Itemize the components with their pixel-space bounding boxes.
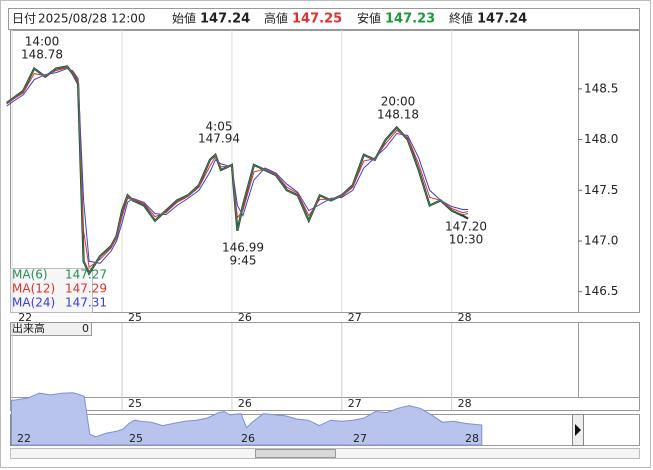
y-tick-label: 148.0 [584, 132, 618, 146]
y-tick-label: 147.5 [584, 183, 618, 197]
ma-line [6, 65, 469, 275]
annotation: 10:30 [449, 233, 484, 247]
annotation: 148.78 [21, 48, 63, 62]
annotation: 4:05 [206, 120, 233, 134]
volume-label-box [10, 322, 92, 336]
y-tick-label: 147.0 [584, 233, 618, 247]
scroll-thumb[interactable] [255, 449, 336, 458]
x-tick-label: 22 [18, 311, 32, 324]
nav-tick-label: 26 [241, 432, 255, 445]
legend-value: 147.27 [65, 268, 107, 282]
legend-box [10, 268, 93, 313]
nav-tick-label: 28 [465, 432, 479, 445]
time-axis [10, 397, 640, 411]
nav-tick-label: 27 [353, 432, 367, 445]
x-tick-label: 26 [238, 311, 252, 324]
volume-value: 0 [82, 322, 89, 335]
nav-right-arrow [575, 424, 581, 436]
annotation: 146.99 [222, 241, 264, 255]
x-tick-label: 28 [458, 311, 472, 324]
header-box [8, 8, 640, 30]
plot-area [10, 30, 579, 313]
low-label: 安値 [357, 11, 381, 26]
legend-name: MA(24) [12, 296, 55, 310]
low: 147.23 [385, 12, 435, 27]
legend-name: MA(6) [12, 268, 48, 282]
annotation: 148.18 [377, 108, 419, 122]
high: 147.25 [292, 12, 342, 27]
nav-tick-label: 25 [129, 432, 143, 445]
volume-area [10, 322, 579, 398]
legend-name: MA(12) [12, 282, 55, 296]
nav-tick-label: 22 [17, 432, 31, 445]
x-tick-label: 26 [238, 397, 252, 410]
close: 147.24 [477, 12, 527, 27]
annotation: 9:45 [230, 254, 257, 268]
x-tick-label: 28 [458, 397, 472, 410]
annotation: 147.94 [198, 132, 240, 146]
navigator-area [10, 392, 483, 446]
close-label: 終値 [449, 11, 473, 26]
x-tick-label: 25 [128, 311, 142, 324]
volume-label: 出来高 [12, 321, 45, 335]
annotation: 14:00 [25, 35, 60, 49]
x-tick-label: 27 [348, 311, 362, 324]
date: 2025/08/28 12:00 [38, 12, 146, 26]
price-axis [578, 30, 640, 313]
y-tick-label: 146.5 [584, 284, 618, 298]
y-tick-label: 148.5 [584, 81, 618, 95]
legend-value: 147.29 [65, 282, 107, 296]
annotation: 147.20 [445, 220, 487, 234]
x-tick-label: 27 [348, 397, 362, 410]
x-tick-label: 25 [128, 397, 142, 410]
open: 147.24 [200, 12, 250, 27]
high-label: 高値 [264, 11, 288, 26]
legend-value: 147.31 [65, 296, 107, 310]
annotation: 20:00 [381, 95, 416, 109]
open-label: 始値 [172, 11, 196, 26]
volume-axis [578, 322, 640, 398]
date-label: 日付 [12, 12, 36, 26]
